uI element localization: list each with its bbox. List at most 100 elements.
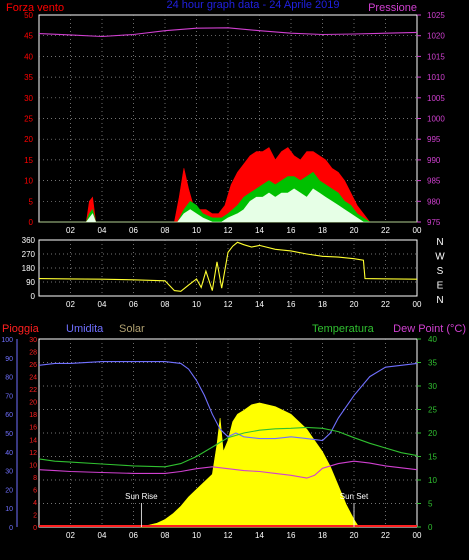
wind-direction-line bbox=[38, 241, 418, 292]
x-tick-label-2-16: 16 bbox=[287, 300, 296, 309]
rain-axis-tick-12: 12 bbox=[29, 450, 37, 457]
x-tick-label-2-06: 06 bbox=[129, 300, 138, 309]
x-tick-label-3-18: 18 bbox=[318, 531, 327, 540]
x-tick-label-3-04: 04 bbox=[98, 531, 107, 540]
temp-axis-tick-5: 5 bbox=[428, 500, 433, 509]
pressure-axis-tick-975: 975 bbox=[427, 218, 441, 227]
pressure-axis-tick-985: 985 bbox=[427, 177, 441, 186]
humidity-axis-tick-50: 50 bbox=[5, 431, 13, 438]
x-tick-label-2-10: 10 bbox=[192, 300, 201, 309]
rain-axis-tick-16: 16 bbox=[29, 425, 37, 432]
x-tick-label-2-12: 12 bbox=[224, 300, 233, 309]
temp-axis-tick-40: 40 bbox=[428, 335, 437, 344]
x-tick-label-3-14: 14 bbox=[255, 531, 264, 540]
humidity-axis-tick-60: 60 bbox=[5, 412, 13, 419]
pressure-axis-tick-1005: 1005 bbox=[427, 94, 445, 103]
rain-axis-tick-28: 28 bbox=[29, 350, 37, 357]
direction-axis-tick-90: 90 bbox=[26, 278, 35, 287]
x-tick-label-2-18: 18 bbox=[318, 300, 327, 309]
wind-axis-tick-30: 30 bbox=[24, 94, 33, 103]
x-tick-label-1-16: 16 bbox=[287, 226, 296, 235]
rain-axis-tick-14: 14 bbox=[29, 437, 37, 444]
temp-axis-tick-10: 10 bbox=[428, 476, 437, 485]
rain-axis-tick-4: 4 bbox=[33, 500, 37, 507]
humidity-axis-tick-100: 100 bbox=[1, 337, 13, 344]
dew-point-label: Dew Point (°C) bbox=[393, 323, 466, 335]
pressure-axis-tick-980: 980 bbox=[427, 197, 441, 206]
temp-axis-tick-35: 35 bbox=[428, 359, 437, 368]
x-tick-label-2-20: 20 bbox=[350, 300, 359, 309]
wind-min-area bbox=[39, 188, 417, 223]
rain-axis-tick-20: 20 bbox=[29, 400, 37, 407]
direction-axis-tick-180: 180 bbox=[22, 264, 36, 273]
pressure-axis-tick-1025: 1025 bbox=[427, 11, 445, 20]
wind-axis-tick-5: 5 bbox=[29, 197, 34, 206]
x-tick-label-1-22: 22 bbox=[381, 226, 390, 235]
x-tick-label-3-08: 08 bbox=[161, 531, 170, 540]
x-tick-label-3-02: 02 bbox=[66, 531, 75, 540]
temperature-line bbox=[38, 426, 418, 468]
humidity-line bbox=[38, 361, 418, 442]
rain-axis-tick-8: 8 bbox=[33, 475, 37, 482]
x-tick-label-1-00: 00 bbox=[413, 226, 422, 235]
rain-axis-tick-24: 24 bbox=[29, 375, 37, 382]
rain-axis-tick-2: 2 bbox=[33, 512, 37, 519]
direction-axis-tick-270: 270 bbox=[22, 250, 36, 259]
x-tick-label-1-12: 12 bbox=[224, 226, 233, 235]
wind-axis-tick-50: 50 bbox=[24, 11, 33, 20]
x-tick-label-1-20: 20 bbox=[350, 226, 359, 235]
compass-label-2-S: S bbox=[437, 266, 444, 277]
pressure-axis-tick-995: 995 bbox=[427, 135, 441, 144]
x-tick-label-1-08: 08 bbox=[161, 226, 170, 235]
wind-axis-tick-40: 40 bbox=[24, 52, 33, 61]
x-tick-label-2-14: 14 bbox=[255, 300, 264, 309]
compass-label-1-W: W bbox=[435, 252, 445, 263]
wind-axis-tick-0: 0 bbox=[29, 218, 34, 227]
temp-axis-tick-30: 30 bbox=[428, 382, 437, 391]
temp-axis-tick-20: 20 bbox=[428, 429, 437, 438]
humidity-axis-tick-40: 40 bbox=[5, 450, 13, 457]
x-tick-label-1-04: 04 bbox=[98, 226, 107, 235]
wind-axis-tick-45: 45 bbox=[24, 32, 33, 41]
x-tick-label-3-20: 20 bbox=[350, 531, 359, 540]
solar-area bbox=[139, 402, 360, 528]
rain-axis-tick-6: 6 bbox=[33, 487, 37, 494]
direction-axis-tick-360: 360 bbox=[22, 236, 36, 245]
x-tick-label-2-22: 22 bbox=[381, 300, 390, 309]
wind-axis-tick-35: 35 bbox=[24, 73, 33, 82]
x-tick-label-1-02: 02 bbox=[66, 226, 75, 235]
humidity-axis-tick-20: 20 bbox=[5, 487, 13, 494]
humidity-axis-tick-10: 10 bbox=[5, 506, 13, 513]
rain-axis-tick-0: 0 bbox=[33, 525, 37, 532]
temp-axis-tick-15: 15 bbox=[428, 453, 437, 462]
sun-annotation-1: Sun Set bbox=[340, 492, 369, 501]
wind-axis-tick-10: 10 bbox=[24, 177, 33, 186]
humidity-axis-tick-0: 0 bbox=[9, 525, 13, 532]
temp-axis-tick-25: 25 bbox=[428, 406, 437, 415]
x-tick-label-2-04: 04 bbox=[98, 300, 107, 309]
sun-annotation-0: Sun Rise bbox=[125, 492, 158, 501]
pressure-line bbox=[38, 27, 418, 38]
temperature-label: Temperatura bbox=[312, 323, 375, 335]
x-tick-label-2-02: 02 bbox=[66, 300, 75, 309]
x-tick-label-3-22: 22 bbox=[381, 531, 390, 540]
pressure-axis-tick-1015: 1015 bbox=[427, 52, 445, 61]
graph-title: 24 hour graph data - 24 Aprile 2019 bbox=[166, 0, 339, 11]
humidity-axis-tick-90: 90 bbox=[5, 356, 13, 363]
pressure-axis-tick-1020: 1020 bbox=[427, 32, 445, 41]
x-tick-label-3-10: 10 bbox=[192, 531, 201, 540]
rain-axis-tick-22: 22 bbox=[29, 387, 37, 394]
x-tick-label-1-10: 10 bbox=[192, 226, 201, 235]
wind-axis-tick-25: 25 bbox=[24, 115, 33, 124]
wind-force-label: Forza vento bbox=[6, 2, 64, 14]
pressure-label: Pressione bbox=[368, 2, 417, 14]
temp-axis-tick-0: 0 bbox=[428, 523, 433, 532]
x-tick-label-1-18: 18 bbox=[318, 226, 327, 235]
rain-axis-tick-18: 18 bbox=[29, 412, 37, 419]
x-tick-label-2-08: 08 bbox=[161, 300, 170, 309]
compass-label-0-N: N bbox=[436, 237, 443, 248]
rain-axis-tick-26: 26 bbox=[29, 362, 37, 369]
x-tick-label-3-16: 16 bbox=[287, 531, 296, 540]
x-tick-label-3-00: 00 bbox=[413, 531, 422, 540]
